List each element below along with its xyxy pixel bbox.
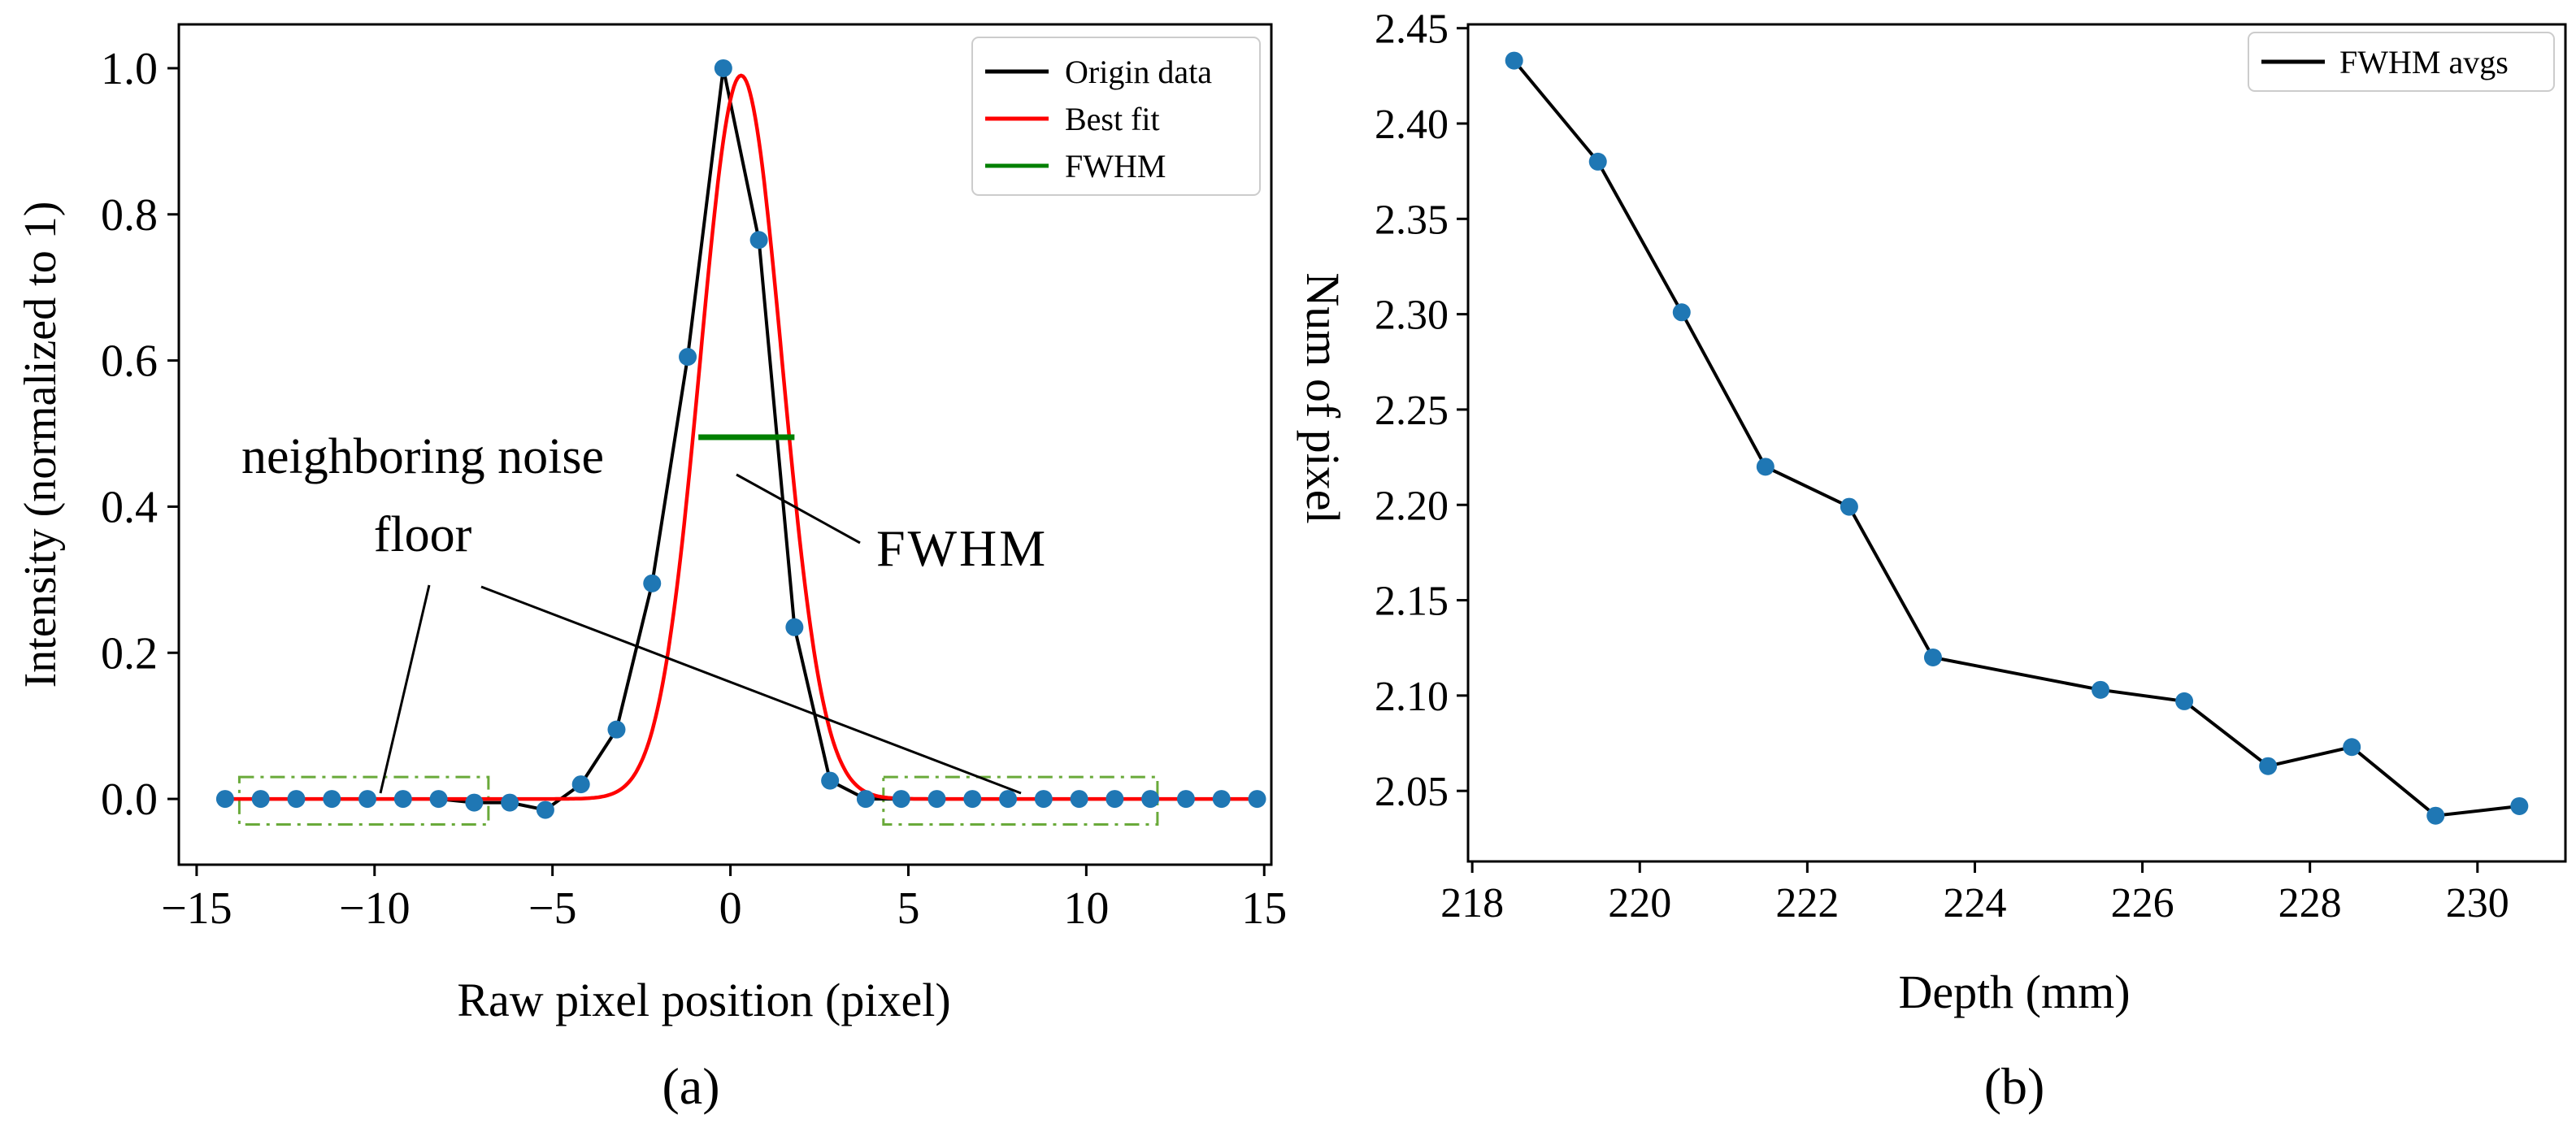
legend-label: FWHM xyxy=(1065,148,1166,184)
data-point xyxy=(393,790,412,809)
y-tick-label: 2.10 xyxy=(1375,674,1449,720)
y-tick-label: 0.2 xyxy=(101,628,158,679)
data-point xyxy=(1588,152,1607,171)
panel-a-ylabel: Intensity (normalized to 1) xyxy=(15,202,66,688)
data-point xyxy=(2259,757,2278,775)
data-point xyxy=(1106,790,1124,809)
legend-label: Origin data xyxy=(1065,54,1212,90)
data-point xyxy=(2510,796,2529,815)
y-tick-label: 2.35 xyxy=(1375,197,1449,243)
data-point xyxy=(607,720,626,739)
x-tick-label: −10 xyxy=(339,883,411,934)
y-tick-label: 0.6 xyxy=(101,336,158,387)
panel-b-ylabel: Num of pixel xyxy=(1297,272,1349,523)
data-point xyxy=(571,775,590,794)
data-point xyxy=(2092,680,2110,699)
data-point xyxy=(1840,497,1858,516)
data-point xyxy=(465,793,484,812)
fwhm-avgs-line xyxy=(1513,59,2520,818)
data-point xyxy=(1034,790,1053,809)
y-tick-label: 0.8 xyxy=(101,190,158,241)
x-tick-label: −15 xyxy=(161,883,232,934)
x-tick-label: 5 xyxy=(897,883,919,934)
y-tick-label: 0.0 xyxy=(101,774,158,825)
panel-b-caption: (b) xyxy=(1984,1057,2045,1115)
data-point xyxy=(215,790,234,809)
panel-a: −15 −10 −5 0 5 10 15 0.0 0.2 0.4 0.6 0.8 1.0 neighbo… xyxy=(15,23,1287,1115)
panel-a-axes-frame xyxy=(177,23,1273,866)
data-point xyxy=(1672,303,1691,322)
data-point xyxy=(999,790,1018,809)
y-tick-label: 2.40 xyxy=(1375,102,1449,148)
y-tick-label: 2.05 xyxy=(1375,769,1449,815)
data-point xyxy=(785,618,804,636)
panel-a-xlabel: Raw pixel position (pixel) xyxy=(457,974,950,1026)
y-tick-label: 0.4 xyxy=(101,482,158,532)
data-point xyxy=(714,59,732,77)
data-point xyxy=(927,790,946,809)
data-point xyxy=(2343,738,2361,757)
legend-label: FWHM avgs xyxy=(2339,44,2509,80)
data-point xyxy=(2426,806,2445,825)
data-point xyxy=(1923,648,1942,666)
data-point xyxy=(358,790,377,809)
data-point xyxy=(1212,790,1231,809)
data-point xyxy=(1248,790,1266,809)
x-tick-label: 15 xyxy=(1241,883,1287,934)
fwhm-annotation-label: FWHM xyxy=(876,519,1048,577)
noise-floor-pointer-right xyxy=(480,585,1022,795)
data-point xyxy=(679,348,697,367)
data-point xyxy=(2175,692,2194,710)
noise-floor-region xyxy=(882,775,1159,826)
x-tick-label: 0 xyxy=(719,883,742,934)
y-tick-label: 2.30 xyxy=(1375,293,1449,339)
x-tick-label: 224 xyxy=(1943,880,2006,926)
panel-b-legend: FWHM avgs xyxy=(2248,32,2555,92)
legend-label: Best fit xyxy=(1065,101,1160,137)
x-tick-label: 222 xyxy=(1775,880,1839,926)
noise-floor-label-line2: floor xyxy=(374,507,472,562)
x-tick-label: 230 xyxy=(2446,880,2509,926)
data-point xyxy=(323,790,341,809)
y-tick-label: 2.20 xyxy=(1375,483,1449,529)
data-point xyxy=(749,231,768,249)
data-point xyxy=(429,790,448,809)
y-tick-label: 1.0 xyxy=(101,44,158,94)
x-tick-label: 220 xyxy=(1608,880,1671,926)
data-point xyxy=(501,793,519,812)
legend-box xyxy=(2248,32,2555,92)
y-tick-label: 2.45 xyxy=(1375,7,1449,53)
data-point xyxy=(1176,790,1195,809)
legend-box xyxy=(971,37,1261,196)
data-point xyxy=(1070,790,1088,809)
data-point xyxy=(1756,458,1775,476)
x-tick-label: 226 xyxy=(2111,880,2174,926)
data-point xyxy=(536,800,554,819)
noise-floor-label-line1: neighboring noise xyxy=(241,429,604,484)
data-point xyxy=(251,790,270,809)
data-point xyxy=(821,771,840,790)
x-tick-label: −5 xyxy=(528,883,577,934)
x-tick-label: 218 xyxy=(1440,880,1504,926)
data-point xyxy=(1505,51,1523,70)
x-tick-label: 10 xyxy=(1063,883,1109,934)
data-point xyxy=(1141,790,1160,809)
x-tick-label: 228 xyxy=(2278,880,2342,926)
fwhm-pointer xyxy=(736,473,861,544)
data-point xyxy=(643,574,662,592)
data-point xyxy=(856,790,875,809)
y-tick-label: 2.15 xyxy=(1375,579,1449,625)
noise-floor-pointer-left xyxy=(379,584,431,794)
data-point xyxy=(963,790,982,809)
panel-b: 218 220 222 224 226 228 230 2.05 2.10 2.15 2.20 2.2… xyxy=(1297,7,2567,1115)
panel-a-legend: Origin data Best fit FWHM xyxy=(971,37,1261,196)
data-point xyxy=(892,790,910,809)
panel-b-xlabel: Depth (mm) xyxy=(1898,965,2130,1018)
data-point xyxy=(287,790,306,809)
y-tick-label: 2.25 xyxy=(1375,388,1449,434)
panel-b-axes-frame xyxy=(1466,23,2567,863)
panel-a-caption: (a) xyxy=(662,1057,719,1115)
